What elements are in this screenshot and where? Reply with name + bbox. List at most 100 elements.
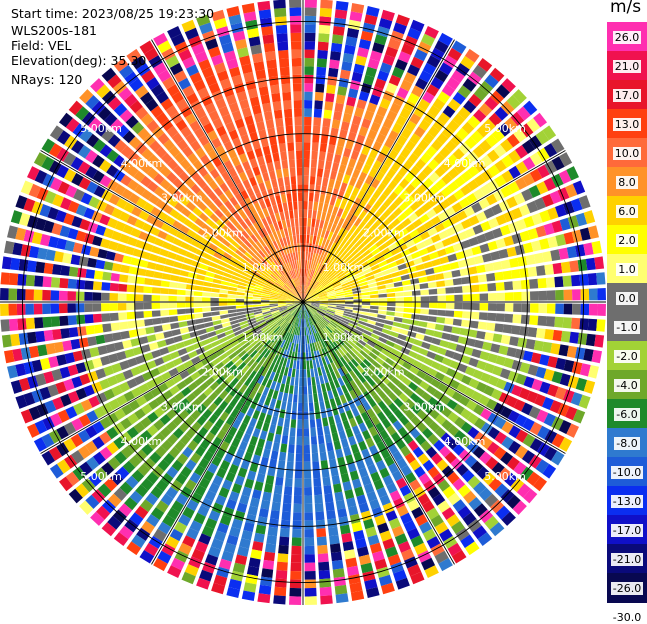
colorbar-tick-label: 13.0: [607, 119, 647, 131]
velocity-gate: [306, 252, 309, 261]
velocity-gate: [296, 226, 300, 235]
velocity-gate: [319, 401, 325, 410]
velocity-gate: [194, 303, 203, 308]
velocity-gate: [269, 424, 276, 434]
velocity-gate: [9, 319, 18, 331]
velocity-gate: [429, 296, 438, 301]
velocity-gate: [387, 303, 396, 307]
velocity-gate: [378, 294, 387, 298]
range-ring-label: 3.00km: [403, 192, 445, 205]
velocity-gate: [326, 408, 332, 417]
range-ring-label: 2.00km: [363, 226, 405, 239]
velocity-gate: [268, 527, 278, 537]
velocity-gate: [171, 329, 181, 336]
velocity-gate: [254, 533, 265, 543]
velocity-gate: [178, 315, 187, 321]
velocity-gate: [331, 43, 342, 53]
velocity-gate: [564, 304, 573, 315]
velocity-gate: [270, 197, 277, 206]
velocity-gate: [386, 311, 395, 316]
velocity-gate: [177, 290, 186, 296]
velocity-gate: [304, 487, 312, 496]
velocity-gate: [307, 226, 311, 235]
velocity-gate: [271, 144, 279, 153]
velocity-gate: [263, 449, 271, 459]
velocity-gate: [26, 275, 35, 287]
velocity-gate: [283, 495, 292, 504]
velocity-gate: [301, 336, 303, 345]
velocity-gate: [120, 331, 130, 340]
velocity-gate: [318, 202, 323, 211]
velocity-gate: [304, 445, 310, 454]
velocity-gate: [504, 314, 513, 323]
velocity-gate: [306, 235, 309, 244]
velocity-gate: [316, 75, 326, 84]
velocity-gate: [294, 100, 302, 109]
velocity-gate: [260, 164, 268, 174]
velocity-gate: [143, 303, 152, 310]
velocity-gate: [283, 427, 289, 436]
velocity-gate: [420, 290, 429, 296]
velocity-gate: [453, 278, 462, 285]
velocity-gate: [362, 299, 370, 302]
velocity-gate: [337, 508, 347, 518]
velocity-gate: [35, 331, 45, 343]
velocity-gate: [211, 307, 220, 311]
velocity-gate: [393, 322, 402, 328]
velocity-gate: [228, 287, 237, 291]
velocity-gate: [203, 282, 212, 287]
velocity-gate: [1, 272, 10, 285]
velocity-gate: [526, 339, 536, 350]
velocity-gate: [135, 303, 144, 310]
velocity-gate: [478, 274, 487, 282]
velocity-gate: [334, 180, 341, 189]
velocity-gate: [323, 477, 331, 486]
velocity-gate: [292, 369, 296, 378]
velocity-gate: [304, 100, 312, 109]
velocity-gate: [165, 259, 175, 267]
velocity-gate: [403, 313, 412, 318]
velocity-gate: [236, 295, 245, 298]
velocity-gate: [256, 121, 265, 131]
velocity-gate: [297, 428, 302, 437]
velocity-gate: [283, 100, 292, 109]
velocity-gate: [553, 263, 563, 274]
velocity-gate: [311, 218, 315, 227]
velocity-gate: [155, 333, 165, 341]
velocity-gate: [340, 182, 347, 192]
velocity-gate: [519, 268, 529, 278]
velocity-gate: [101, 282, 110, 291]
velocity-gate: [528, 327, 538, 337]
velocity-gate: [353, 308, 362, 311]
velocity-gate: [341, 473, 350, 483]
velocity-gate: [561, 331, 571, 343]
velocity-gate: [87, 258, 97, 268]
velocity-gate: [259, 508, 269, 518]
velocity-gate: [183, 339, 193, 346]
velocity-gate: [292, 529, 302, 538]
velocity-gate: [563, 317, 572, 328]
velocity-gate: [321, 409, 327, 418]
velocity-gate: [304, 420, 309, 429]
velocity-gate: [312, 210, 317, 219]
velocity-gate: [211, 293, 220, 297]
velocity-gate: [272, 153, 279, 162]
velocity-gate: [304, 159, 310, 168]
velocity-gate: [439, 340, 449, 348]
range-ring-label: 4.00km: [121, 435, 163, 448]
velocity-gate: [321, 186, 327, 195]
velocity-gate: [303, 260, 305, 269]
velocity-gate: [152, 287, 161, 294]
velocity-gate: [280, 383, 285, 392]
velocity-gate: [395, 312, 404, 317]
velocity-gate: [118, 293, 127, 301]
velocity-gate: [68, 315, 77, 325]
velocity-gate: [304, 395, 308, 404]
velocity-gate: [274, 110, 283, 119]
velocity-gate: [461, 277, 470, 285]
velocity-gate: [542, 251, 552, 262]
velocity-gate: [321, 383, 326, 392]
velocity-gate: [294, 108, 302, 117]
velocity-gate: [563, 276, 572, 287]
velocity-gate: [273, 0, 286, 9]
